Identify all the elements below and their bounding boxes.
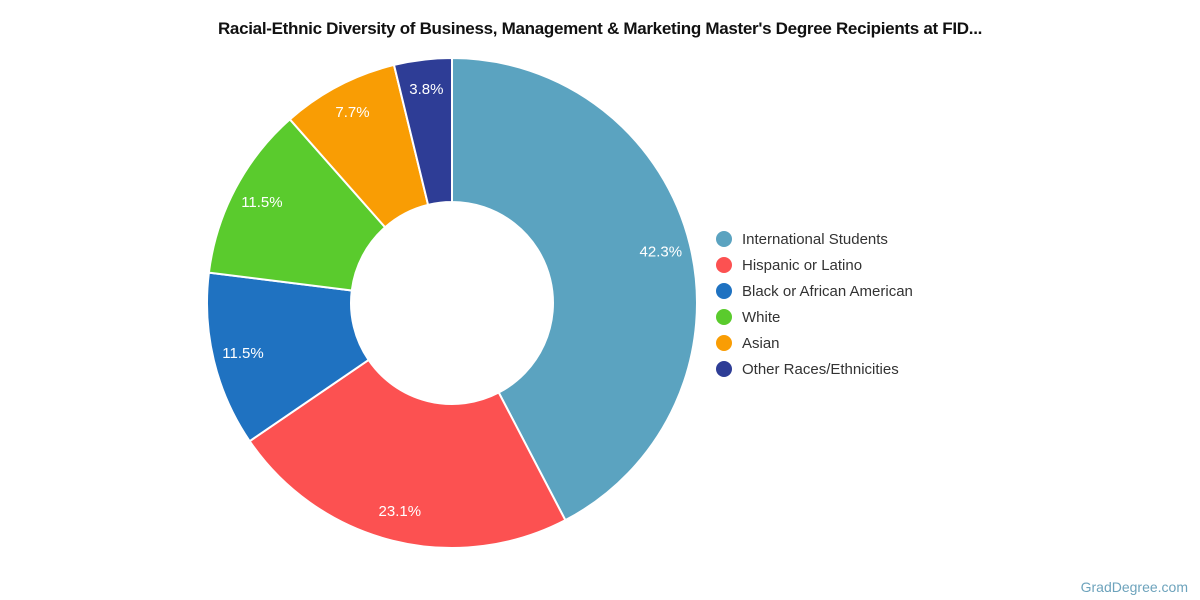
- slice-black-or-african-american[interactable]: [206, 271, 370, 443]
- legend-label: White: [742, 308, 781, 326]
- slice-value-label: 11.5%: [222, 345, 263, 362]
- legend: International Students Hispanic or Latin…: [716, 226, 913, 382]
- legend-label: Other Races/Ethnicities: [742, 360, 899, 378]
- slice-value-label: 42.3%: [640, 243, 683, 260]
- chart-title: Racial-Ethnic Diversity of Business, Man…: [217, 19, 983, 38]
- legend-item-international-students[interactable]: International Students: [716, 226, 913, 252]
- slice-value-label: 7.7%: [335, 104, 369, 121]
- legend-item-other-races-ethnicities[interactable]: Other Races/Ethnicities: [716, 356, 913, 382]
- slice-international-students[interactable]: [451, 57, 698, 522]
- slice-value-label: 3.8%: [409, 81, 443, 98]
- legend-swatch-icon: [716, 257, 732, 273]
- slice-value-label: 11.5%: [241, 194, 282, 211]
- graddegree-link[interactable]: GradDegree.com: [1080, 579, 1188, 595]
- legend-swatch-icon: [716, 283, 732, 299]
- legend-item-white[interactable]: White: [716, 304, 913, 330]
- slice-other-races-ethnicities[interactable]: [393, 57, 453, 206]
- legend-swatch-icon: [716, 309, 732, 325]
- legend-item-hispanic-or-latino[interactable]: Hispanic or Latino: [716, 252, 913, 278]
- legend-item-black-or-african-american[interactable]: Black or African American: [716, 278, 913, 304]
- legend-label: Asian: [742, 334, 780, 352]
- slice-white[interactable]: [207, 118, 387, 292]
- legend-item-asian[interactable]: Asian: [716, 330, 913, 356]
- slice-value-label: 23.1%: [379, 503, 422, 520]
- legend-swatch-icon: [716, 335, 732, 351]
- legend-label: Black or African American: [742, 282, 913, 300]
- legend-swatch-icon: [716, 361, 732, 377]
- legend-swatch-icon: [716, 231, 732, 247]
- slice-hispanic-or-latino[interactable]: [248, 358, 567, 549]
- legend-label: Hispanic or Latino: [742, 256, 863, 274]
- legend-label: International Students: [742, 230, 888, 248]
